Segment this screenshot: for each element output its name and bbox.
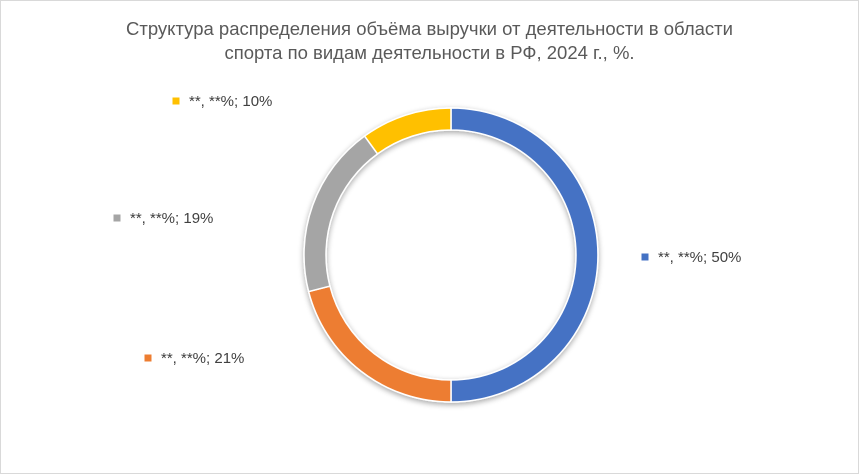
data-label-marker-4 <box>172 97 180 105</box>
donut-slice-2 <box>307 285 452 403</box>
data-label-4: **, **%; 10% <box>189 93 272 110</box>
data-label-marker-1 <box>641 253 649 261</box>
data-label-marker-2 <box>144 354 152 362</box>
chart-title: Структура распределения объёма выручки о… <box>0 17 859 65</box>
data-label-3: **, **%; 19% <box>130 210 213 227</box>
chart-title-line-1: Структура распределения объёма выручки о… <box>126 18 733 39</box>
donut-slice-3 <box>303 135 379 293</box>
data-label-marker-3 <box>113 214 121 222</box>
donut-slice-4 <box>363 107 452 155</box>
data-label-2: **, **%; 21% <box>161 350 244 367</box>
data-label-1: **, **%; 50% <box>658 249 741 266</box>
donut-slice-1 <box>450 107 599 403</box>
chart-title-line-2: спорта по видам деятельности в РФ, 2024 … <box>224 42 635 63</box>
